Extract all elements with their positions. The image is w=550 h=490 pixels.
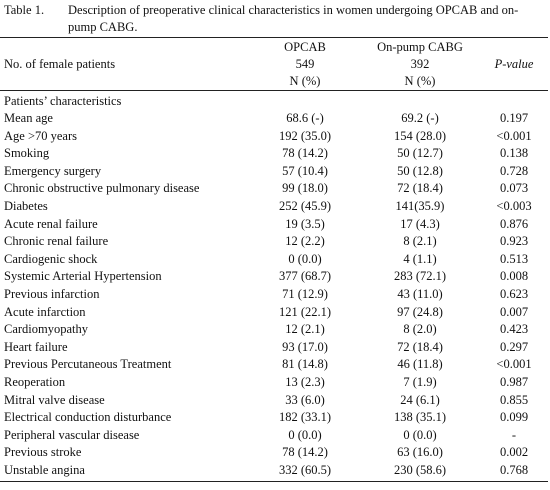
on-pump-cell: 63 (16.0) <box>397 445 443 460</box>
on-pump-cell: 4 (1.1) <box>403 251 437 266</box>
p-value-cell: 0.002 <box>499 445 529 460</box>
p-value-cell: 0.197 <box>499 111 529 125</box>
column-header: On-pump CABG <box>377 40 463 54</box>
row-label: Cardiogenic shock <box>4 251 98 266</box>
p-value-cell: 0.987 <box>499 375 529 389</box>
row-label: Reoperation <box>4 375 66 389</box>
on-pump-cell: 230 (58.6) <box>393 463 447 477</box>
row-label: Mitral valve disease <box>4 392 105 407</box>
caption-text: Description of preoperative clinical cha… <box>68 3 519 34</box>
p-value-cell: <0.003 <box>496 199 532 213</box>
p-value-header: P-value <box>494 57 534 71</box>
p-value-cell: 0.855 <box>499 392 529 407</box>
on-pump-cell: 283 (72.1) <box>393 269 447 284</box>
row-label: Heart failure <box>4 339 68 354</box>
opcab-cell: 71 (12.9) <box>282 287 328 301</box>
opcab-cell: 0 (0.0) <box>288 251 322 266</box>
row-label: Cardiomyopathy <box>4 322 89 337</box>
opcab-cell: 192 (35.0) <box>278 128 332 143</box>
opcab-cell: 182 (33.1) <box>278 410 332 425</box>
unit-label: N (%) <box>404 74 436 88</box>
p-value-cell: <0.001 <box>496 128 532 143</box>
row-label: Emergency surgery <box>4 163 102 178</box>
p-value-cell: 0.099 <box>499 410 529 425</box>
opcab-cell: 78 (14.2) <box>282 146 328 161</box>
p-value-cell: 0.728 <box>499 163 529 178</box>
on-pump-cell: 69.2 (-) <box>401 111 439 125</box>
on-pump-cell: 72 (18.4) <box>397 339 443 354</box>
patient-count: 392 <box>410 57 430 71</box>
row-label: Chronic obstructive pulmonary disease <box>4 181 200 196</box>
row-label: Previous Percutaneous Treatment <box>4 357 172 372</box>
p-value-cell: <0.001 <box>496 357 532 372</box>
on-pump-cell: 154 (28.0) <box>393 128 447 143</box>
on-pump-cell: 138 (35.1) <box>393 410 447 425</box>
caption-label: Table 1. <box>4 3 45 17</box>
column-header: OPCAB <box>284 40 326 54</box>
p-value-cell: 0.007 <box>499 304 529 319</box>
on-pump-cell: 7 (1.9) <box>403 375 437 389</box>
row-label: Systemic Arterial Hypertension <box>4 269 162 284</box>
opcab-cell: 12 (2.1) <box>285 322 325 337</box>
patient-count: 549 <box>295 57 315 71</box>
on-pump-cell: 0 (0.0) <box>403 427 437 442</box>
opcab-cell: 332 (60.5) <box>278 463 332 477</box>
p-value-cell: - <box>511 427 517 442</box>
row-label: Smoking <box>4 146 50 161</box>
on-pump-cell: 97 (24.8) <box>397 304 443 319</box>
row-label: Age >70 years <box>4 128 77 143</box>
on-pump-cell: 50 (12.8) <box>397 163 443 178</box>
on-pump-cell: 72 (18.4) <box>397 181 443 196</box>
p-value-cell: 0.923 <box>499 234 529 249</box>
opcab-cell: 13 (2.3) <box>285 375 325 389</box>
row-label: Mean age <box>4 111 53 125</box>
opcab-cell: 81 (14.8) <box>282 357 328 372</box>
row-label: Electrical conduction disturbance <box>4 410 172 425</box>
bottom-rule <box>0 481 548 482</box>
section-label: Patients’ characteristics <box>4 94 122 108</box>
p-value-cell: 0.423 <box>499 322 529 337</box>
p-value-cell: 0.513 <box>499 251 529 266</box>
row-label: Previous stroke <box>4 445 82 460</box>
p-value-cell: 0.008 <box>499 269 529 284</box>
p-value-cell: 0.138 <box>499 146 529 161</box>
row-label: Previous infarction <box>4 287 100 301</box>
on-pump-cell: 46 (11.8) <box>397 357 443 372</box>
opcab-cell: 78 (14.2) <box>282 445 328 460</box>
header-rule <box>0 90 548 91</box>
opcab-cell: 121 (22.1) <box>278 304 332 319</box>
opcab-cell: 252 (45.9) <box>278 199 332 213</box>
on-pump-cell: 17 (4.3) <box>400 216 440 231</box>
row-label: Acute renal failure <box>4 216 98 231</box>
p-value-cell: 0.623 <box>499 287 529 301</box>
on-pump-cell: 43 (11.0) <box>397 287 443 301</box>
row-header: No. of female patients <box>4 57 116 71</box>
opcab-cell: 19 (3.5) <box>285 216 325 231</box>
unit-label: N (%) <box>289 74 321 88</box>
opcab-cell: 93 (17.0) <box>282 339 328 354</box>
on-pump-cell: 8 (2.1) <box>403 234 437 249</box>
opcab-cell: 68.6 (-) <box>286 111 324 125</box>
p-value-cell: 0.876 <box>499 216 529 231</box>
opcab-cell: 57 (10.4) <box>282 163 328 178</box>
row-label: Peripheral vascular disease <box>4 427 140 442</box>
p-value-cell: 0.073 <box>499 181 529 196</box>
row-label: Chronic renal failure <box>4 234 109 249</box>
opcab-cell: 99 (18.0) <box>282 181 328 196</box>
opcab-cell: 12 (2.2) <box>285 234 325 249</box>
opcab-cell: 377 (68.7) <box>278 269 332 284</box>
opcab-cell: 33 (6.0) <box>285 392 325 407</box>
p-value-cell: 0.297 <box>499 339 529 354</box>
on-pump-cell: 8 (2.0) <box>403 322 437 337</box>
opcab-cell: 0 (0.0) <box>288 427 322 442</box>
row-label: Acute infarction <box>4 304 86 319</box>
top-rule <box>0 37 548 38</box>
row-label: Unstable angina <box>4 463 85 477</box>
on-pump-cell: 24 (6.1) <box>400 392 440 407</box>
row-label: Diabetes <box>4 199 48 213</box>
on-pump-cell: 50 (12.7) <box>397 146 443 161</box>
p-value-cell: 0.768 <box>499 463 529 477</box>
on-pump-cell: 141(35.9) <box>395 199 445 213</box>
